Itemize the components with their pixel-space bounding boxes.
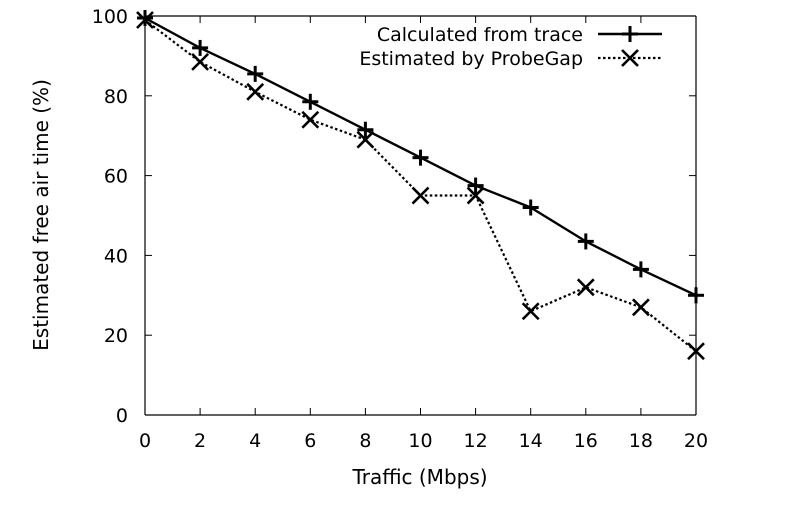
legend-label-2: Estimated by ProbeGap — [359, 48, 583, 70]
data-point-series-2 — [521, 302, 540, 321]
cross-marker-b — [191, 52, 210, 71]
data-point-series-1 — [632, 261, 649, 278]
data-point-series-1 — [467, 177, 484, 194]
y-tick-label: 100 — [92, 6, 128, 28]
x-tick-label: 18 — [629, 430, 653, 452]
x-tick-label: 12 — [464, 430, 488, 452]
legend-marker-2 — [621, 49, 639, 67]
data-point-series-1 — [137, 9, 153, 26]
y-tick-label: 0 — [116, 405, 128, 427]
x-tick-labels: 0 2 4 6 8 10 12 14 16 18 20 — [139, 430, 708, 452]
data-point-series-1 — [412, 149, 429, 166]
x-tick-label: 10 — [408, 430, 432, 452]
data-point-series-2 — [466, 186, 485, 205]
data-point-series-1 — [688, 287, 704, 304]
y-axis-title: Estimated free air time (%) — [29, 79, 53, 351]
y-tick-labels: 0 20 40 60 80 100 — [92, 6, 128, 427]
data-point-series-1 — [577, 233, 594, 250]
data-point-series-2 — [301, 110, 320, 129]
legend-label-1: Calculated from trace — [377, 24, 583, 46]
legend-marker-1 — [622, 26, 638, 42]
data-point-series-2 — [576, 278, 595, 297]
x-tick-label: 8 — [359, 430, 371, 452]
data-point-series-1 — [302, 93, 319, 110]
cross-marker-b — [246, 82, 265, 101]
cross-marker-b — [136, 11, 154, 29]
y-tick-label: 40 — [104, 245, 128, 267]
data-point-series-2 — [411, 186, 430, 205]
data-point-series-1 — [357, 121, 374, 138]
x-tick-label: 20 — [684, 430, 708, 452]
x-tick-label: 4 — [249, 430, 261, 452]
data-point-series-2 — [631, 298, 650, 317]
x-tick-label: 2 — [194, 430, 206, 452]
data-point-series-2 — [191, 52, 210, 71]
x-tick-label: 16 — [574, 430, 598, 452]
data-point-series-2 — [136, 11, 154, 29]
x-tick-label: 14 — [519, 430, 543, 452]
cross-marker-b — [301, 110, 320, 129]
cross-marker-b — [687, 342, 705, 361]
data-point-series-2 — [356, 130, 375, 149]
cross-marker-b — [621, 49, 639, 67]
x-axis-title: Traffic (Mbps) — [351, 465, 487, 489]
data-point-series-1 — [192, 39, 209, 56]
cross-marker-b — [411, 186, 430, 205]
x-tick-label: 0 — [139, 430, 151, 452]
data-point-series-1 — [522, 199, 539, 216]
series — [136, 9, 705, 361]
cross-marker-b — [466, 186, 485, 205]
y-tick-label: 20 — [104, 325, 128, 347]
cross-marker-b — [576, 278, 595, 297]
data-point-series-1 — [247, 65, 264, 82]
y-tick-label: 60 — [104, 166, 128, 188]
data-point-series-2 — [246, 82, 265, 101]
y-tick-label: 80 — [104, 86, 128, 108]
cross-marker-b — [521, 302, 540, 321]
data-point-series-2 — [687, 342, 705, 361]
x-tick-label: 6 — [304, 430, 316, 452]
cross-marker-b — [356, 130, 375, 149]
cross-marker-b — [631, 298, 650, 317]
